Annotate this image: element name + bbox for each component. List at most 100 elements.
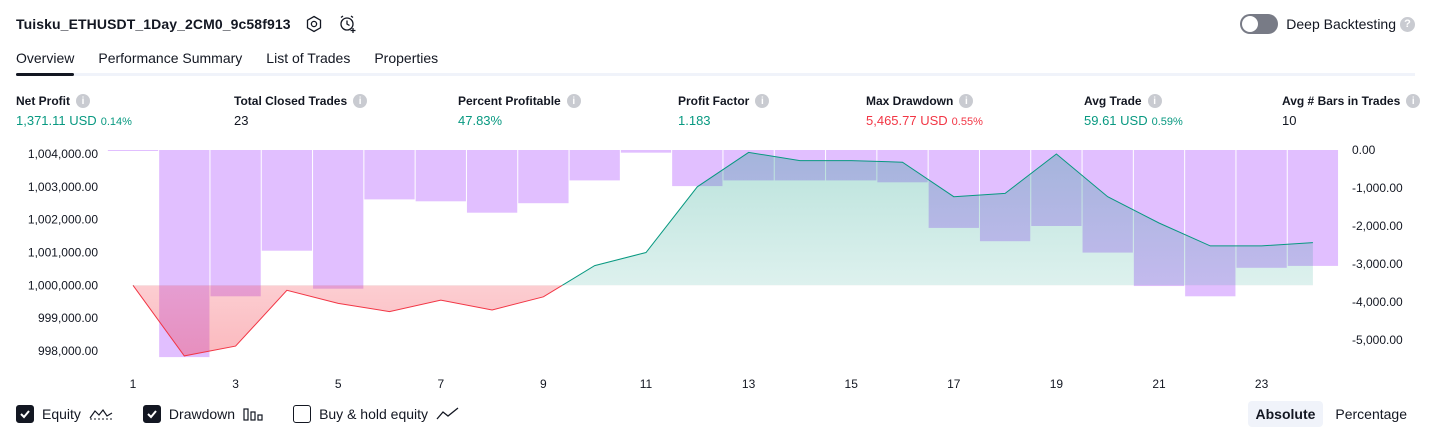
metric-label: Percent Profitable: [458, 94, 561, 108]
chart-legend: Equity Drawdown Buy & hold equity: [16, 403, 490, 425]
metric-value: 1,371.11 USD: [16, 113, 97, 128]
x-axis-tick-label: 9: [540, 377, 547, 391]
drawdown-bar: [620, 150, 672, 153]
metric-value: 5,465.77 USD: [866, 113, 948, 128]
x-axis-tick-label: 7: [437, 377, 444, 391]
metric-value: 47.83%: [458, 113, 503, 128]
metric-value: 10: [1282, 113, 1297, 128]
metric-label: Avg Trade: [1084, 94, 1142, 108]
deep-backtesting: Deep Backtesting ?: [1240, 12, 1415, 36]
help-icon[interactable]: i: [566, 94, 581, 108]
legend-equity[interactable]: Equity: [16, 405, 113, 423]
metric-percent: 0.59%: [1151, 116, 1183, 128]
absolute-button[interactable]: Absolute: [1247, 401, 1324, 427]
x-axis-tick-label: 21: [1152, 377, 1166, 391]
metric-percent: 0.14%: [100, 116, 132, 128]
metric-avg-trade: Avg Trade i 59.61 USD 0.59%: [1084, 94, 1183, 128]
right-axis-tick-label: -5,000.00: [1352, 333, 1403, 347]
metrics-row: Net Profit i 1,371.11 USD 0.14% Total Clos…: [16, 94, 1421, 130]
tab-performance-summary[interactable]: Performance Summary: [98, 50, 243, 66]
drawdown-bar: [261, 150, 313, 251]
help-icon[interactable]: i: [755, 94, 770, 108]
legend-buy-hold[interactable]: Buy & hold equity: [293, 405, 460, 423]
deep-backtesting-label: Deep Backtesting: [1286, 16, 1396, 32]
add-alert-icon[interactable]: [337, 13, 359, 35]
right-axis-tick-label: -4,000.00: [1352, 295, 1403, 309]
metric-value: 59.61 USD: [1084, 113, 1148, 128]
legend-drawdown-label: Drawdown: [168, 406, 236, 422]
equity-area-loss: [133, 285, 563, 356]
x-axis-tick-label: 17: [947, 377, 961, 391]
metric-value: 23: [234, 113, 249, 128]
drawdown-bar: [518, 150, 569, 204]
drawdown-checkbox[interactable]: [142, 405, 161, 423]
metric-label: Total Closed Trades: [234, 94, 348, 108]
equity-drawdown-chart[interactable]: 1,004,000.00 1,003,000.00 1,002,000.00 1,00…: [0, 140, 1431, 398]
help-icon[interactable]: i: [1406, 94, 1421, 108]
tab-overview[interactable]: Overview: [16, 46, 75, 76]
legend-buy-hold-label: Buy & hold equity: [319, 406, 429, 422]
metric-profit-factor: Profit Factor i 1.183: [678, 94, 770, 128]
settings-icon[interactable]: [303, 13, 325, 35]
equity-line-loss: [132, 285, 564, 357]
drawdown-bar: [569, 150, 620, 181]
metric-percent-profitable: Percent Profitable i 47.83%: [458, 94, 581, 128]
left-axis-tick-label: 1,001,000.00: [28, 246, 98, 260]
left-axis-tick-label: 1,003,000.00: [28, 180, 98, 194]
help-icon[interactable]: i: [1147, 94, 1162, 108]
drawdown-bar: [107, 150, 159, 151]
buy-hold-line-icon: [436, 407, 460, 421]
right-axis-tick-label: -1,000.00: [1352, 181, 1403, 195]
metric-net-profit: Net Profit i 1,371.11 USD 0.14%: [16, 94, 132, 128]
equity-checkbox[interactable]: [16, 405, 34, 423]
tab-list-of-trades[interactable]: List of Trades: [266, 50, 351, 66]
legend-drawdown[interactable]: Drawdown: [142, 405, 263, 423]
metric-max-drawdown: Max Drawdown i 5,465.77 USD 0.55%: [866, 94, 983, 128]
help-icon[interactable]: i: [353, 94, 368, 108]
metric-avg-bars: Avg # Bars in Trades i 10: [1282, 94, 1421, 128]
left-axis-tick-label: 1,002,000.00: [28, 213, 98, 227]
left-axis-tick-label: 998,000.00: [38, 344, 98, 358]
chart-axes: 1,004,000.00 1,003,000.00 1,002,000.00 1,00…: [28, 143, 1403, 391]
metric-label: Net Profit: [16, 94, 70, 108]
tab-properties[interactable]: Properties: [374, 50, 439, 66]
value-mode-toggle: Absolute Percentage: [1244, 401, 1416, 427]
drawdown-bar: [466, 150, 518, 213]
metric-value: 1.183: [678, 113, 711, 128]
left-axis-tick-label: 1,000,000.00: [28, 278, 98, 292]
right-axis-tick-label: 0.00: [1352, 143, 1376, 157]
drawdown-bars-icon: [243, 407, 263, 421]
drawdown-bar: [364, 150, 415, 200]
x-axis-tick-label: 5: [335, 377, 342, 391]
drawdown-bar: [415, 150, 466, 202]
metric-label: Avg # Bars in Trades: [1282, 94, 1401, 108]
equity-line-profit: [132, 151, 1313, 286]
toggle-knob: [1242, 16, 1259, 32]
x-axis-tick-label: 15: [845, 377, 859, 391]
drawdown-bar: [210, 150, 261, 297]
buy-hold-checkbox[interactable]: [293, 405, 312, 423]
legend-equity-label: Equity: [42, 406, 81, 422]
percentage-button[interactable]: Percentage: [1335, 406, 1407, 422]
x-axis-tick-label: 1: [130, 377, 137, 391]
x-axis-tick-label: 23: [1255, 377, 1269, 391]
strategy-title: Tuisku_ETHUSDT_1Day_2CM0_9c58f913: [16, 16, 291, 32]
help-icon[interactable]: i: [959, 94, 974, 108]
right-axis-tick-label: -3,000.00: [1352, 257, 1403, 271]
left-axis-tick-label: 999,000.00: [38, 311, 98, 325]
strategy-header: Tuisku_ETHUSDT_1Day_2CM0_9c58f913: [16, 12, 359, 36]
metric-label: Max Drawdown: [866, 94, 954, 108]
help-icon[interactable]: ?: [1400, 16, 1415, 32]
equity-series: [132, 151, 1313, 357]
metric-total-closed-trades: Total Closed Trades i 23: [234, 94, 368, 128]
help-icon[interactable]: i: [76, 94, 90, 108]
deep-backtesting-toggle[interactable]: [1240, 14, 1279, 34]
report-tabs: Overview Performance Summary List of Tra…: [16, 46, 1415, 76]
metric-percent: 0.55%: [951, 116, 983, 128]
x-axis-tick-label: 11: [640, 377, 653, 391]
metric-label: Profit Factor: [678, 94, 750, 108]
drawdown-bar: [313, 150, 364, 289]
equity-line-icon: [89, 407, 113, 421]
x-axis-tick-label: 3: [232, 377, 239, 391]
right-axis-tick-label: -2,000.00: [1352, 219, 1403, 233]
